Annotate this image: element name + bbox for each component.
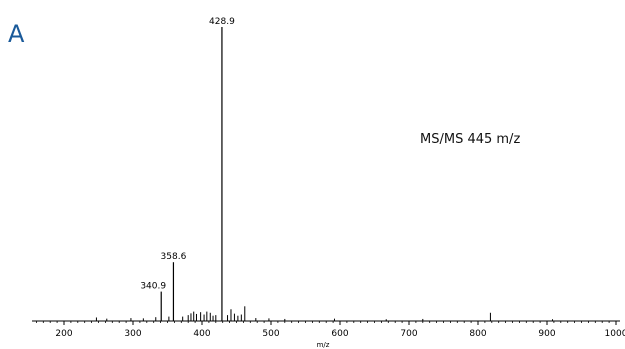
x-tick-label: 1000 — [605, 329, 625, 339]
peak-label: 358.6 — [161, 252, 187, 262]
peak-label: 340.9 — [140, 282, 166, 292]
major-ticks-group: 200 300 400 500 600 700 800 900 1000 — [55, 321, 625, 339]
x-tick-label: 600 — [331, 329, 348, 339]
x-tick-label: 300 — [124, 329, 141, 339]
x-tick-label: 800 — [469, 329, 486, 339]
peak-label: 428.9 — [209, 17, 235, 27]
x-tick-label: 200 — [55, 329, 72, 339]
peaks-group — [95, 27, 554, 321]
panel-label: A — [8, 20, 25, 48]
chart-annotation: MS/MS 445 m/z — [420, 132, 521, 147]
x-axis-label: m/z — [317, 341, 330, 349]
x-tick-label: 900 — [538, 329, 555, 339]
x-tick-label: 500 — [262, 329, 279, 339]
x-tick-label: 700 — [400, 329, 417, 339]
minor-ticks-group — [36, 321, 610, 323]
x-tick-label: 400 — [193, 329, 210, 339]
peak-labels-group: 428.9 358.6 340.9 — [140, 17, 235, 292]
